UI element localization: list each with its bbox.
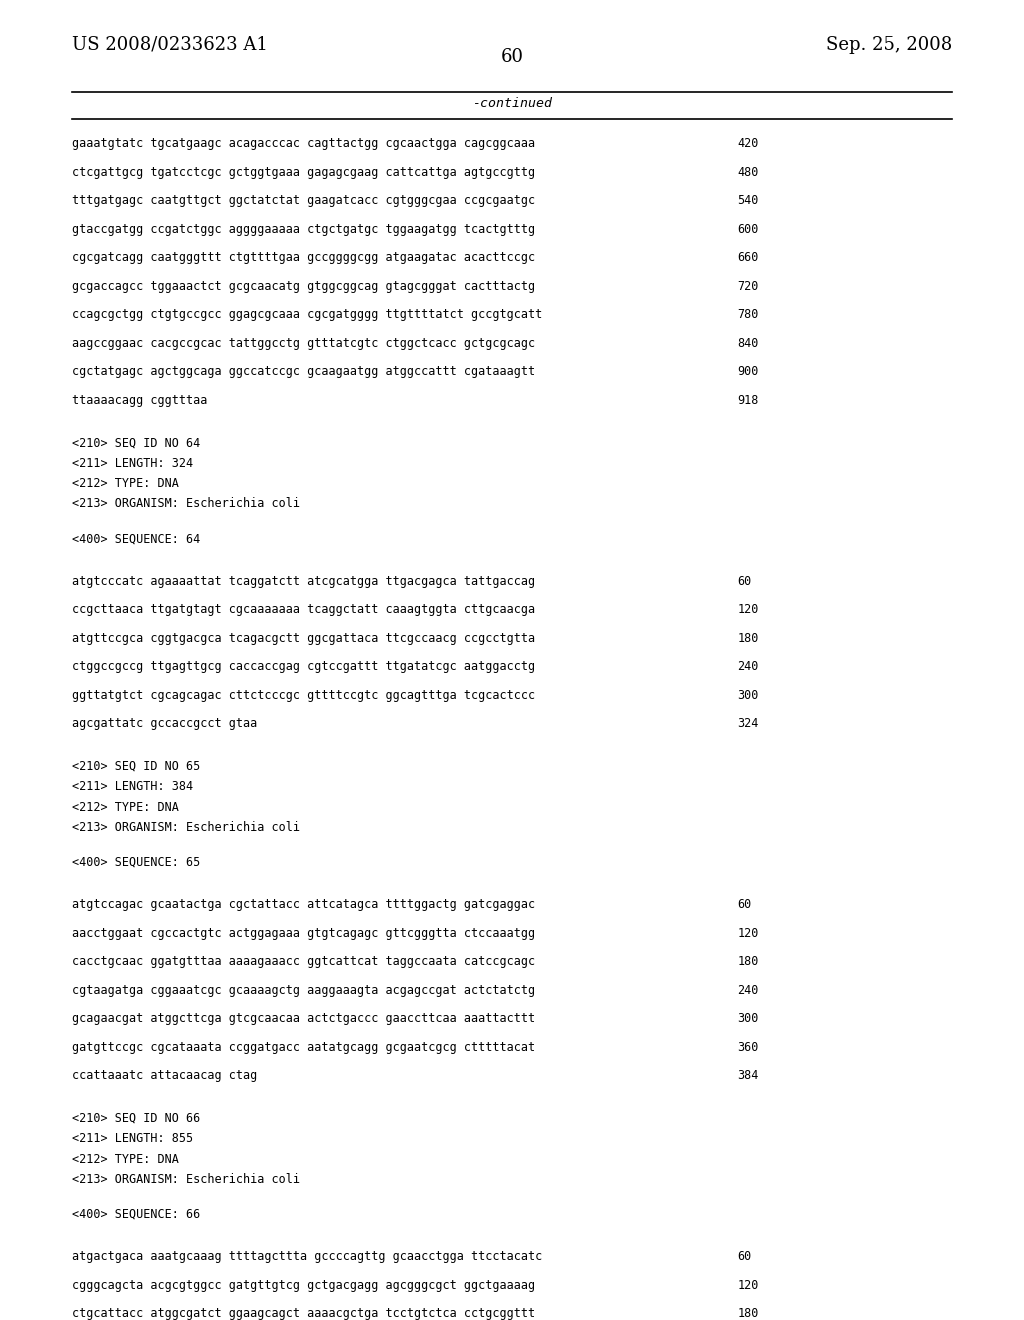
Text: 60: 60	[501, 48, 523, 66]
Text: atgactgaca aaatgcaaag ttttagcttta gccccagttg gcaacctgga ttcctacatc: atgactgaca aaatgcaaag ttttagcttta gcccca…	[72, 1250, 542, 1263]
Text: ggttatgtct cgcagcagac cttctcccgc gttttccgtc ggcagtttga tcgcactccc: ggttatgtct cgcagcagac cttctcccgc gttttcc…	[72, 689, 535, 702]
Text: US 2008/0233623 A1: US 2008/0233623 A1	[72, 36, 267, 54]
Text: Sep. 25, 2008: Sep. 25, 2008	[826, 36, 952, 54]
Text: 480: 480	[737, 166, 759, 178]
Text: ccgcttaaca ttgatgtagt cgcaaaaaaa tcaggctatt caaagtggta cttgcaacga: ccgcttaaca ttgatgtagt cgcaaaaaaa tcaggct…	[72, 603, 535, 616]
Text: atgttccgca cggtgacgca tcagacgctt ggcgattaca ttcgccaacg ccgcctgtta: atgttccgca cggtgacgca tcagacgctt ggcgatt…	[72, 632, 535, 644]
Text: <400> SEQUENCE: 64: <400> SEQUENCE: 64	[72, 532, 200, 545]
Text: 540: 540	[737, 194, 759, 207]
Text: 180: 180	[737, 1307, 759, 1320]
Text: ctggccgccg ttgagttgcg caccaccgag cgtccgattt ttgatatcgc aatggacctg: ctggccgccg ttgagttgcg caccaccgag cgtccga…	[72, 660, 535, 673]
Text: 384: 384	[737, 1069, 759, 1082]
Text: <210> SEQ ID NO 65: <210> SEQ ID NO 65	[72, 760, 200, 774]
Text: 300: 300	[737, 1012, 759, 1026]
Text: 720: 720	[737, 280, 759, 293]
Text: 60: 60	[737, 1250, 752, 1263]
Text: 180: 180	[737, 632, 759, 644]
Text: <212> TYPE: DNA: <212> TYPE: DNA	[72, 477, 178, 490]
Text: 600: 600	[737, 223, 759, 236]
Text: 324: 324	[737, 717, 759, 730]
Text: <213> ORGANISM: Escherichia coli: <213> ORGANISM: Escherichia coli	[72, 821, 300, 834]
Text: ctgcattacc atggcgatct ggaagcagct aaaacgctga tcctgtctca cctgcggttt: ctgcattacc atggcgatct ggaagcagct aaaacgc…	[72, 1307, 535, 1320]
Text: cgcgatcagg caatgggttt ctgttttgaa gccggggcgg atgaagatac acacttccgc: cgcgatcagg caatgggttt ctgttttgaa gccgggg…	[72, 251, 535, 264]
Text: <211> LENGTH: 855: <211> LENGTH: 855	[72, 1133, 193, 1146]
Text: ccattaaatc attacaacag ctag: ccattaaatc attacaacag ctag	[72, 1069, 257, 1082]
Text: <212> TYPE: DNA: <212> TYPE: DNA	[72, 801, 178, 813]
Text: ctcgattgcg tgatcctcgc gctggtgaaa gagagcgaag cattcattga agtgccgttg: ctcgattgcg tgatcctcgc gctggtgaaa gagagcg…	[72, 166, 535, 178]
Text: 300: 300	[737, 689, 759, 702]
Text: atgtcccatc agaaaattat tcaggatctt atcgcatgga ttgacgagca tattgaccag: atgtcccatc agaaaattat tcaggatctt atcgcat…	[72, 574, 535, 587]
Text: 60: 60	[737, 574, 752, 587]
Text: gcgaccagcc tggaaactct gcgcaacatg gtggcggcag gtagcgggat cactttactg: gcgaccagcc tggaaactct gcgcaacatg gtggcgg…	[72, 280, 535, 293]
Text: <212> TYPE: DNA: <212> TYPE: DNA	[72, 1152, 178, 1166]
Text: 840: 840	[737, 337, 759, 350]
Text: <400> SEQUENCE: 65: <400> SEQUENCE: 65	[72, 855, 200, 869]
Text: cgtaagatga cggaaatcgc gcaaaagctg aaggaaagta acgagccgat actctatctg: cgtaagatga cggaaatcgc gcaaaagctg aaggaaa…	[72, 983, 535, 997]
Text: <400> SEQUENCE: 66: <400> SEQUENCE: 66	[72, 1208, 200, 1221]
Text: cgctatgagc agctggcaga ggccatccgc gcaagaatgg atggccattt cgataaagtt: cgctatgagc agctggcaga ggccatccgc gcaagaa…	[72, 366, 535, 379]
Text: 120: 120	[737, 927, 759, 940]
Text: 240: 240	[737, 660, 759, 673]
Text: 420: 420	[737, 137, 759, 150]
Text: aacctggaat cgccactgtc actggagaaa gtgtcagagc gttcgggtta ctccaaatgg: aacctggaat cgccactgtc actggagaaa gtgtcag…	[72, 927, 535, 940]
Text: tttgatgagc caatgttgct ggctatctat gaagatcacc cgtgggcgaa ccgcgaatgc: tttgatgagc caatgttgct ggctatctat gaagatc…	[72, 194, 535, 207]
Text: atgtccagac gcaatactga cgctattacc attcatagca ttttggactg gatcgaggac: atgtccagac gcaatactga cgctattacc attcata…	[72, 899, 535, 911]
Text: 360: 360	[737, 1040, 759, 1053]
Text: -continued: -continued	[472, 96, 552, 110]
Text: 60: 60	[737, 899, 752, 911]
Text: 918: 918	[737, 393, 759, 407]
Text: <210> SEQ ID NO 64: <210> SEQ ID NO 64	[72, 437, 200, 449]
Text: 780: 780	[737, 309, 759, 321]
Text: 120: 120	[737, 603, 759, 616]
Text: 180: 180	[737, 956, 759, 969]
Text: cgggcagcta acgcgtggcc gatgttgtcg gctgacgagg agcgggcgct ggctgaaaag: cgggcagcta acgcgtggcc gatgttgtcg gctgacg…	[72, 1279, 535, 1292]
Text: 660: 660	[737, 251, 759, 264]
Text: gtaccgatgg ccgatctggc aggggaaaaa ctgctgatgc tggaagatgg tcactgtttg: gtaccgatgg ccgatctggc aggggaaaaa ctgctga…	[72, 223, 535, 236]
Text: 240: 240	[737, 983, 759, 997]
Text: <213> ORGANISM: Escherichia coli: <213> ORGANISM: Escherichia coli	[72, 498, 300, 511]
Text: <213> ORGANISM: Escherichia coli: <213> ORGANISM: Escherichia coli	[72, 1173, 300, 1185]
Text: aagccggaac cacgccgcac tattggcctg gtttatcgtc ctggctcacc gctgcgcagc: aagccggaac cacgccgcac tattggcctg gtttatc…	[72, 337, 535, 350]
Text: ccagcgctgg ctgtgccgcc ggagcgcaaa cgcgatgggg ttgttttatct gccgtgcatt: ccagcgctgg ctgtgccgcc ggagcgcaaa cgcgatg…	[72, 309, 542, 321]
Text: ttaaaacagg cggtttaa: ttaaaacagg cggtttaa	[72, 393, 207, 407]
Text: 900: 900	[737, 366, 759, 379]
Text: <211> LENGTH: 324: <211> LENGTH: 324	[72, 457, 193, 470]
Text: cacctgcaac ggatgtttaa aaaagaaacc ggtcattcat taggccaata catccgcagc: cacctgcaac ggatgtttaa aaaagaaacc ggtcatt…	[72, 956, 535, 969]
Text: gatgttccgc cgcataaata ccggatgacc aatatgcagg gcgaatcgcg ctttttacat: gatgttccgc cgcataaata ccggatgacc aatatgc…	[72, 1040, 535, 1053]
Text: agcgattatc gccaccgcct gtaa: agcgattatc gccaccgcct gtaa	[72, 717, 257, 730]
Text: <210> SEQ ID NO 66: <210> SEQ ID NO 66	[72, 1111, 200, 1125]
Text: 120: 120	[737, 1279, 759, 1292]
Text: <211> LENGTH: 384: <211> LENGTH: 384	[72, 780, 193, 793]
Text: gcagaacgat atggcttcga gtcgcaacaa actctgaccc gaaccttcaa aaattacttt: gcagaacgat atggcttcga gtcgcaacaa actctga…	[72, 1012, 535, 1026]
Text: gaaatgtatc tgcatgaagc acagacccac cagttactgg cgcaactgga cagcggcaaa: gaaatgtatc tgcatgaagc acagacccac cagttac…	[72, 137, 535, 150]
